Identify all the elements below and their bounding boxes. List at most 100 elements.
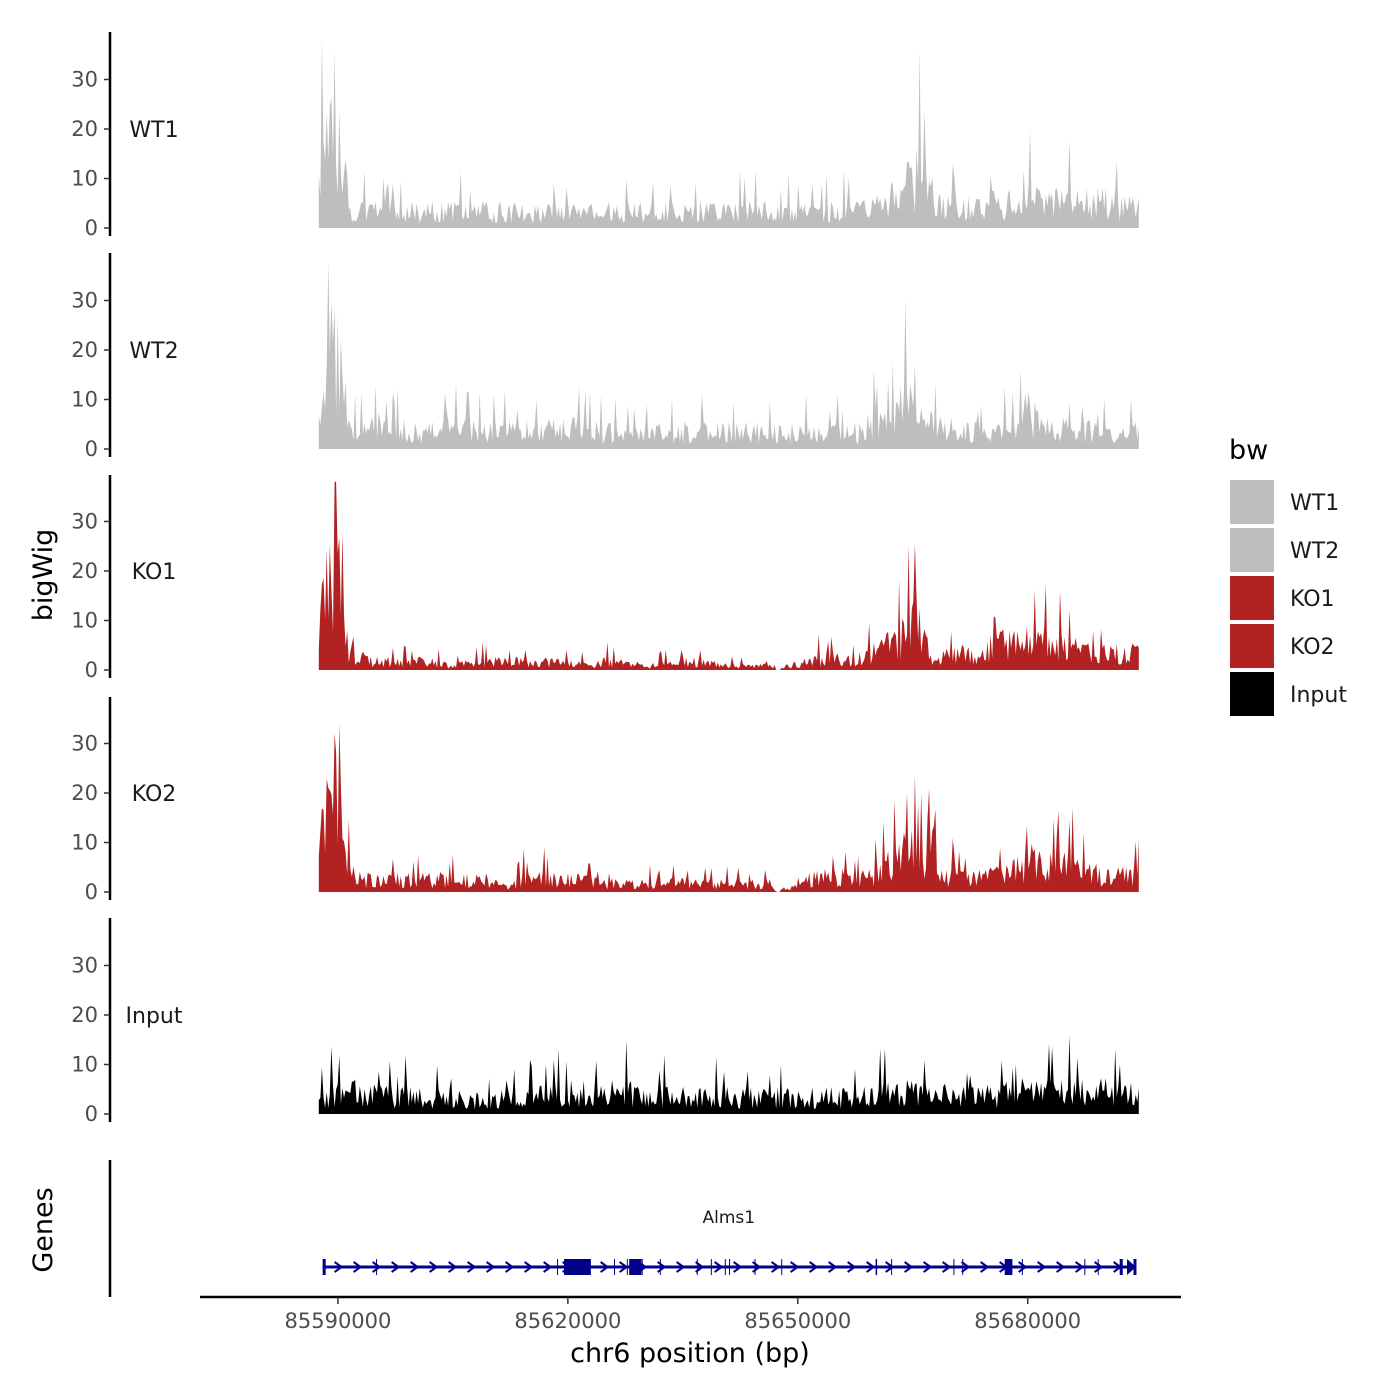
legend-label-wt2: WT2 xyxy=(1290,539,1339,564)
legend-label-ko1: KO1 xyxy=(1290,587,1335,612)
strand-arrow xyxy=(809,1261,819,1273)
y-tick-label: 30 xyxy=(71,289,98,313)
strand-arrow xyxy=(790,1261,800,1273)
exon-block xyxy=(1004,1259,1013,1275)
strand-arrow xyxy=(448,1261,458,1273)
track-ko1: 0 10 20 30 KO1 xyxy=(71,475,1139,682)
track-label: WT2 xyxy=(129,339,178,364)
strand-arrow xyxy=(866,1261,876,1273)
x-tick-label: 85680000 xyxy=(974,1309,1081,1333)
y-tick-label: 20 xyxy=(71,338,98,362)
strand-arrow xyxy=(524,1261,534,1273)
strand-arrow xyxy=(486,1261,496,1273)
strand-arrow xyxy=(1018,1261,1028,1273)
strand-arrow xyxy=(885,1261,895,1273)
strand-arrow xyxy=(1075,1261,1085,1273)
y-tick-label: 20 xyxy=(71,781,98,805)
strand-arrow xyxy=(429,1261,439,1273)
legend: bw WT1 WT2 KO1 KO2 Input xyxy=(1229,435,1347,716)
strand-arrow xyxy=(904,1261,914,1273)
track-label: KO1 xyxy=(132,560,177,585)
signal-area-wt2 xyxy=(318,260,1139,449)
y-tick-label: 0 xyxy=(85,216,98,240)
gene-end-arrow xyxy=(1127,1259,1137,1275)
track-wt1: 0 10 20 30 WT1 xyxy=(71,32,1139,240)
y-tick-label: 0 xyxy=(85,880,98,904)
strand-arrow xyxy=(600,1261,610,1273)
strand-arrow xyxy=(543,1261,553,1273)
signal-area-input xyxy=(318,1035,1139,1114)
strand-arrow xyxy=(334,1261,344,1273)
strand-arrow xyxy=(1037,1261,1047,1273)
strand-arrow xyxy=(372,1261,382,1273)
exon-block xyxy=(322,1259,326,1275)
signal-area-wt1 xyxy=(318,40,1139,228)
y-axis-title: bigWig xyxy=(28,529,59,622)
legend-swatch-wt2 xyxy=(1230,528,1274,572)
x-axis-title: chr6 position (bp) xyxy=(570,1338,810,1369)
strand-arrow xyxy=(505,1261,515,1273)
legend-title: bw xyxy=(1229,435,1268,466)
strand-arrow xyxy=(695,1261,705,1273)
track-wt2: 0 10 20 30 WT2 xyxy=(71,253,1139,461)
legend-label-wt1: WT1 xyxy=(1290,491,1339,516)
strand-arrow xyxy=(676,1261,686,1273)
strand-arrow xyxy=(828,1261,838,1273)
y-tick-label: 20 xyxy=(71,1003,98,1027)
signal-tracks: 0 10 20 30 WT1 0 10 20 30 WT2 0 10 20 30 KO1 0 10 20 30 KO2… xyxy=(71,32,1139,1126)
y-tick-label: 20 xyxy=(71,559,98,583)
y-tick-label: 0 xyxy=(85,437,98,461)
track-input: 0 10 20 30 Input xyxy=(71,918,1139,1126)
strand-arrow xyxy=(467,1261,477,1273)
strand-arrow xyxy=(714,1261,724,1273)
x-tick-label: 85620000 xyxy=(514,1309,621,1333)
signal-area-ko2 xyxy=(318,723,1139,892)
gene-name-label: Alms1 xyxy=(703,1208,756,1228)
track-label: Input xyxy=(126,1004,183,1029)
strand-arrow xyxy=(1056,1261,1066,1273)
strand-arrow xyxy=(353,1261,363,1273)
legend-label-ko2: KO2 xyxy=(1290,635,1335,660)
y-tick-label: 10 xyxy=(71,831,98,855)
y-tick-label: 30 xyxy=(71,732,98,756)
x-tick-label: 85650000 xyxy=(744,1309,851,1333)
strand-arrow xyxy=(410,1261,420,1273)
legend-swatch-input xyxy=(1230,672,1274,716)
signal-area-ko1 xyxy=(318,481,1139,670)
legend-label-input: Input xyxy=(1290,683,1347,708)
legend-swatch-ko1 xyxy=(1230,576,1274,620)
y-tick-label: 30 xyxy=(71,510,98,534)
y-tick-label: 0 xyxy=(85,1102,98,1126)
strand-arrow xyxy=(619,1261,629,1273)
y-tick-label: 10 xyxy=(71,167,98,191)
strand-arrow xyxy=(923,1261,933,1273)
exon-block xyxy=(564,1259,591,1275)
strand-arrow xyxy=(391,1261,401,1273)
legend-swatch-ko2 xyxy=(1230,624,1274,668)
x-tick-label: 85590000 xyxy=(285,1309,392,1333)
y-tick-label: 0 xyxy=(85,658,98,682)
track-ko2: 0 10 20 30 KO2 xyxy=(71,697,1139,904)
y-tick-label: 20 xyxy=(71,117,98,141)
strand-arrow xyxy=(942,1261,952,1273)
track-label: KO2 xyxy=(132,782,177,807)
strand-arrow xyxy=(771,1261,781,1273)
y-tick-label: 10 xyxy=(71,609,98,633)
legend-swatch-wt1 xyxy=(1230,480,1274,524)
x-axis: 85590000 85620000 85650000 85680000 xyxy=(200,1295,1181,1333)
exon-block xyxy=(1119,1259,1123,1275)
strand-arrow xyxy=(961,1261,971,1273)
strand-arrow xyxy=(1094,1261,1104,1273)
strand-arrow xyxy=(847,1261,857,1273)
y-tick-label: 30 xyxy=(71,68,98,92)
genes-axis-title: Genes xyxy=(28,1187,59,1272)
track-label: WT1 xyxy=(129,118,178,143)
exon-block xyxy=(629,1259,642,1275)
gene-track-panel: Alms1 xyxy=(108,1160,1137,1297)
y-tick-label: 10 xyxy=(71,388,98,412)
y-tick-label: 30 xyxy=(71,954,98,978)
y-tick-label: 10 xyxy=(71,1053,98,1077)
strand-arrow xyxy=(980,1261,990,1273)
strand-arrow xyxy=(733,1261,743,1273)
